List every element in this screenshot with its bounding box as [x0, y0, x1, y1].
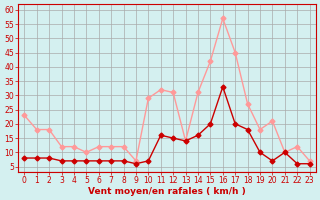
- X-axis label: Vent moyen/en rafales ( km/h ): Vent moyen/en rafales ( km/h ): [88, 187, 246, 196]
